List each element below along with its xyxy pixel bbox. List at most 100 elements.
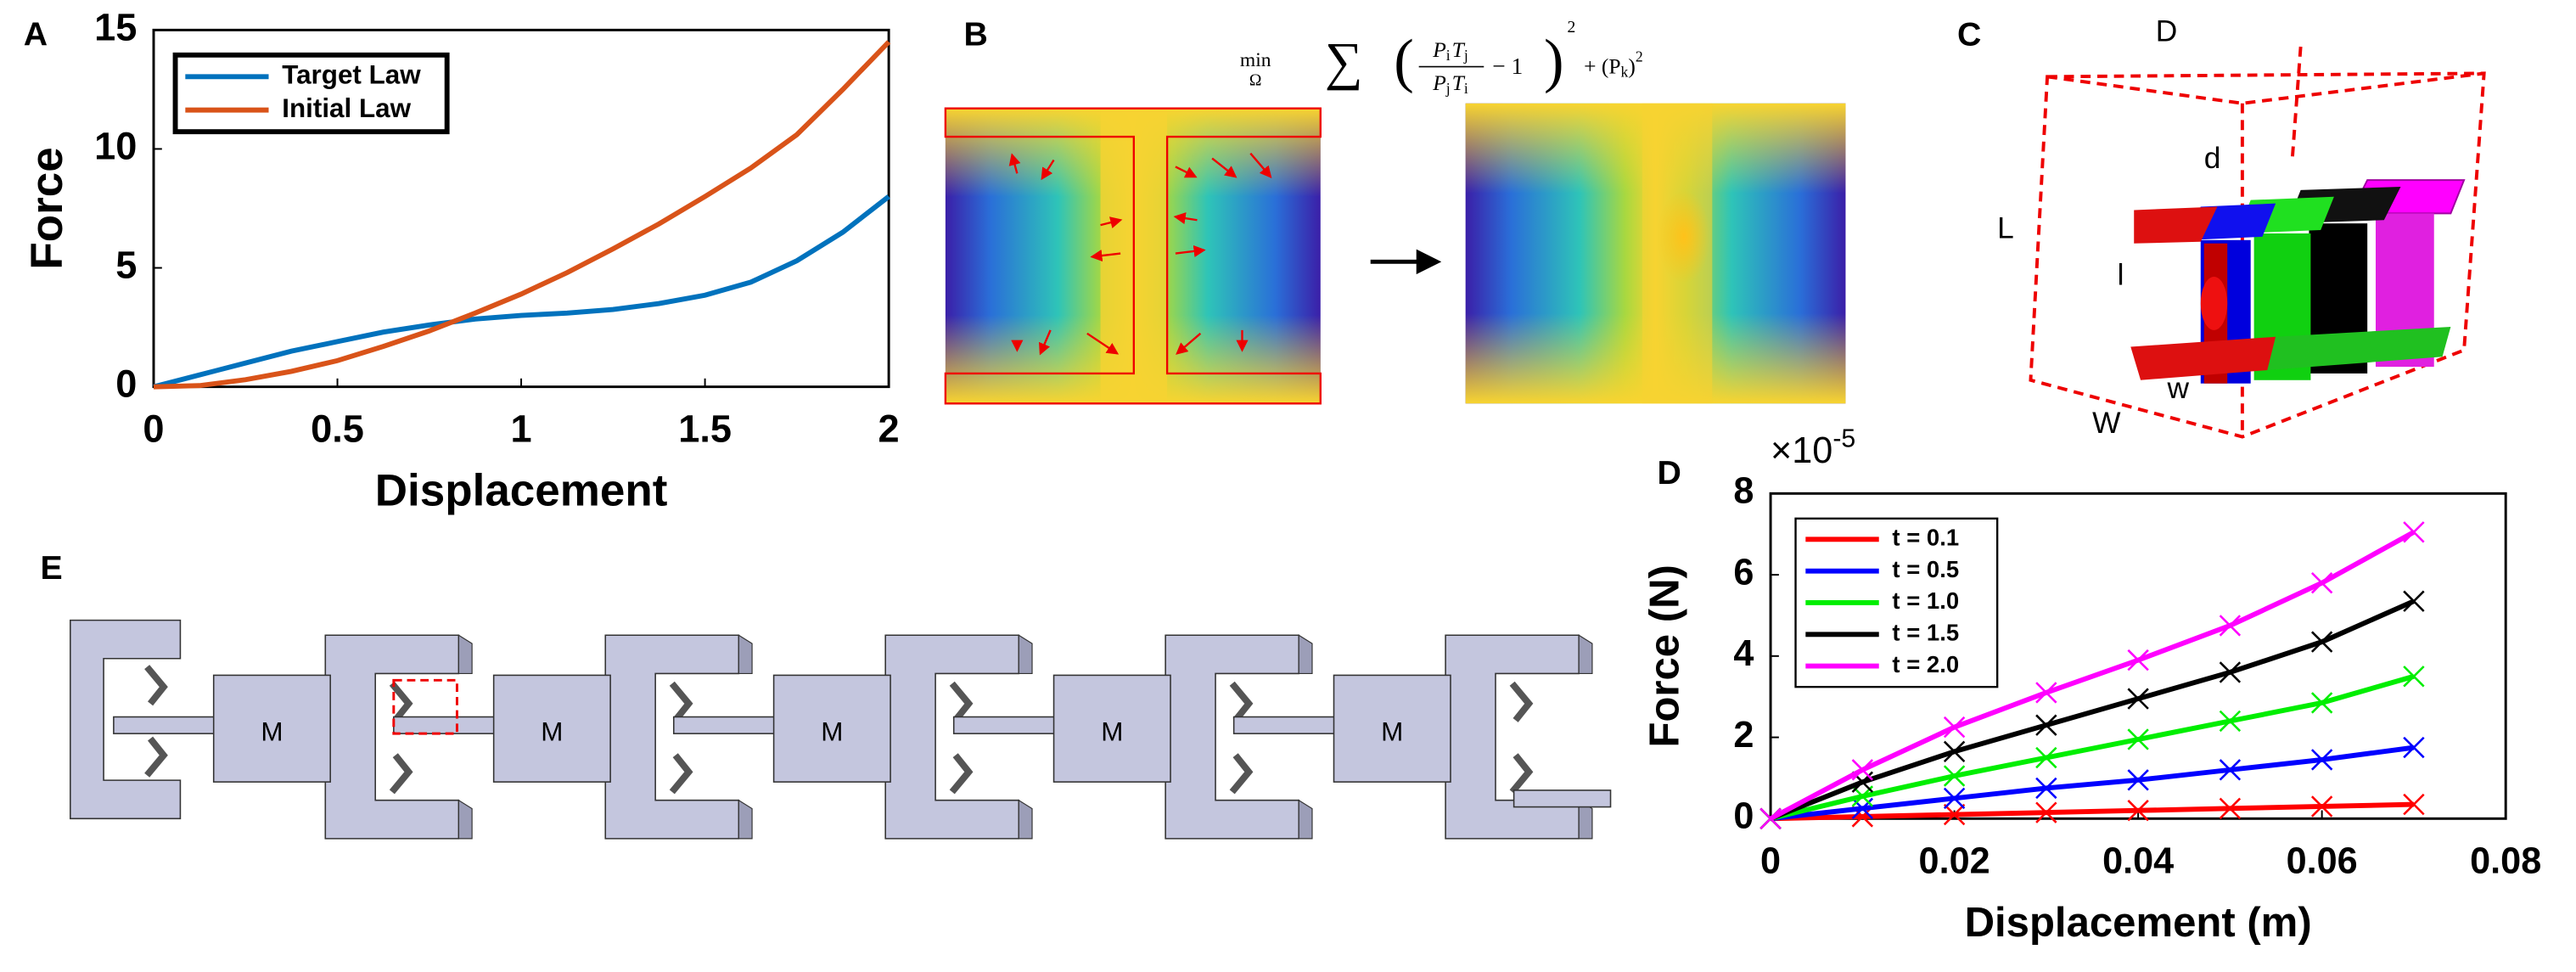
formula-penalty: + (Pk)2 xyxy=(1584,48,1643,81)
marker xyxy=(2403,736,2425,759)
legend xyxy=(172,52,450,135)
i-beam-outline xyxy=(944,107,1322,405)
heatmap-hotspot xyxy=(1657,189,1711,284)
rod xyxy=(113,716,232,734)
mass-block xyxy=(492,674,611,783)
mass-label: M xyxy=(1381,716,1403,746)
panel-c: D d L l w W xyxy=(1997,15,2486,440)
zoom-box xyxy=(392,678,458,735)
marker xyxy=(1943,716,1966,739)
x-tick-label: 0 xyxy=(143,407,164,451)
c-frame-side xyxy=(457,634,473,840)
formula-power: 2 xyxy=(1567,19,1575,37)
legend-label: Target Law xyxy=(282,60,421,90)
sub: i xyxy=(1464,80,1468,97)
mass-label: M xyxy=(821,716,843,746)
spring xyxy=(669,681,693,795)
c-frame xyxy=(1445,634,1580,840)
c-frame xyxy=(604,634,740,840)
marker xyxy=(1943,787,1966,810)
y-tick-label: 5 xyxy=(115,243,137,286)
marker xyxy=(2127,800,2149,822)
sym: T xyxy=(1452,37,1466,62)
marker xyxy=(2035,801,2057,823)
c-frame-side xyxy=(1298,634,1313,840)
formula-numerator: Pi Tj xyxy=(1432,37,1468,64)
mass-label: M xyxy=(1101,716,1123,746)
series-line xyxy=(1769,598,2416,822)
legend-label: t = 1.5 xyxy=(1892,620,1959,646)
y-tick-label: 2 xyxy=(1733,715,1754,756)
legend-label: Initial Law xyxy=(282,93,411,123)
y-tick-label: 0 xyxy=(115,362,137,406)
marker xyxy=(1943,740,1966,763)
c-frame xyxy=(1165,634,1300,840)
spring xyxy=(389,681,413,795)
mass-block xyxy=(212,674,331,783)
spring xyxy=(144,665,168,778)
sym: P xyxy=(1432,70,1446,95)
c-frame xyxy=(884,634,1020,840)
marker xyxy=(2310,749,2333,771)
sym: ) xyxy=(1628,53,1636,78)
x-tick-label: 0.06 xyxy=(2287,841,2358,882)
marker xyxy=(2310,795,2333,817)
sym: T xyxy=(1452,70,1466,95)
y-tick-label: 10 xyxy=(94,124,137,167)
c-frame xyxy=(70,619,182,820)
dimension-label: D xyxy=(2156,15,2178,48)
x-tick-label: 0.08 xyxy=(2470,841,2541,882)
marker xyxy=(2219,615,2242,637)
legend-label: t = 2.0 xyxy=(1892,651,1959,677)
marker xyxy=(2127,728,2149,750)
mass-label: M xyxy=(541,716,563,746)
formula: min Ω ∑ ( Pi Tj Pj Ti − 1 ) 2 + (Pk)2 xyxy=(1240,19,1643,97)
formula-minus: − 1 xyxy=(1492,53,1523,79)
dimension-label: L xyxy=(1997,211,2014,244)
series-line xyxy=(153,194,890,390)
dimension-label: w xyxy=(2166,372,2189,405)
x-tick-label: 1.5 xyxy=(678,407,732,451)
y-axis-title: Force xyxy=(22,147,72,269)
formula-denominator: Pj Ti xyxy=(1432,70,1468,97)
marker xyxy=(2219,797,2242,820)
chart: 0 0.02 0.04 0.06 0.08 0 2 4 6 8 Displacement (m) Fo… xyxy=(1642,424,2541,946)
legend-label: t = 0.1 xyxy=(1892,525,1959,551)
marker xyxy=(2035,682,2057,704)
mass-block xyxy=(772,674,891,783)
marker xyxy=(1943,803,1966,826)
sub: j xyxy=(1445,80,1451,97)
x-tick-label: 0 xyxy=(1760,841,1781,882)
legend-label: t = 0.5 xyxy=(1892,556,1959,582)
marker xyxy=(2403,666,2425,688)
series-line xyxy=(1771,801,2414,822)
formula-min: min xyxy=(1240,49,1271,71)
marker xyxy=(2310,571,2333,594)
marker xyxy=(2219,661,2242,683)
y-tick-label: 0 xyxy=(1733,796,1754,837)
sub: i xyxy=(1446,47,1451,64)
multiplier-exponent: -5 xyxy=(1832,424,1855,452)
spring xyxy=(1229,681,1254,795)
sup: 2 xyxy=(1636,48,1643,65)
c-frame xyxy=(324,634,460,840)
sym: P xyxy=(1432,37,1446,62)
panel-b: min Ω ∑ ( Pi Tj Pj Ti − 1 ) 2 + (Pk)2 xyxy=(944,19,1846,405)
spring xyxy=(1509,681,1534,795)
x-tick-label: 0.5 xyxy=(311,407,364,451)
series-line xyxy=(1770,673,2415,822)
marker xyxy=(2127,688,2149,710)
y-tick-label: 8 xyxy=(1733,471,1754,512)
rod xyxy=(1232,716,1351,734)
formula-paren: ( xyxy=(1394,28,1414,94)
sub: k xyxy=(1621,63,1629,80)
marker xyxy=(2219,710,2242,733)
x-axis-title: Displacement xyxy=(375,465,668,515)
c-frame-side xyxy=(1018,634,1033,840)
x-tick-label: 2 xyxy=(878,407,900,451)
spring xyxy=(949,681,974,795)
formula-sum: ∑ xyxy=(1325,31,1363,91)
rod xyxy=(952,716,1071,734)
